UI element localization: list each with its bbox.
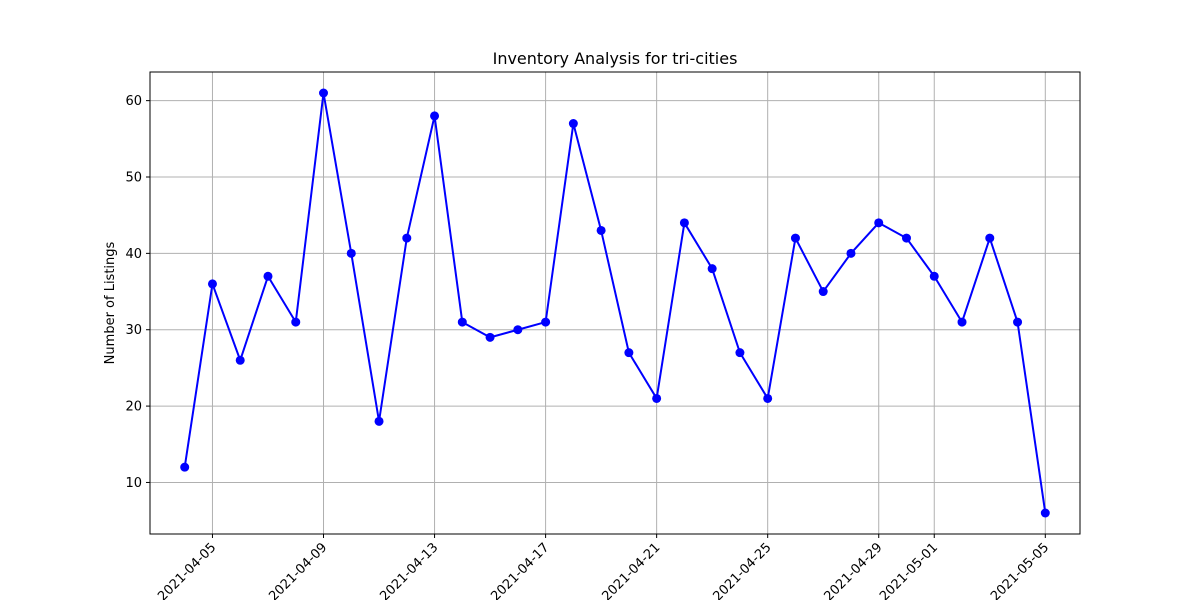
data-point (763, 393, 773, 403)
x-tick-label: 2021-04-17 (488, 540, 552, 600)
data-point (652, 393, 662, 403)
data-line (183, 92, 1047, 514)
x-tick-label: 2021-04-21 (599, 540, 663, 600)
y-tick-label: 60 (125, 94, 142, 109)
data-point (901, 233, 911, 243)
y-tick-label: 20 (125, 400, 142, 415)
x-tick-label: 2021-04-09 (266, 540, 330, 600)
data-point (402, 233, 412, 243)
chart-title: Inventory Analysis for tri-cities (493, 49, 738, 68)
grid (150, 72, 1080, 534)
y-tick-label: 30 (125, 323, 142, 338)
x-tick-label: 2021-04-29 (822, 540, 886, 600)
y-tick-label: 50 (125, 171, 142, 186)
data-point (707, 264, 717, 274)
data-point (374, 416, 384, 426)
data-point (957, 317, 967, 327)
x-tick-label: 2021-05-01 (877, 540, 941, 600)
data-point (735, 348, 745, 358)
data-point (430, 111, 440, 121)
data-point (319, 88, 329, 98)
data-point (596, 225, 606, 235)
y-axis-label: Number of Listings (103, 241, 118, 364)
data-point (846, 248, 856, 258)
data-point (457, 317, 467, 327)
data-point (679, 218, 689, 228)
data-point (513, 325, 523, 335)
data-point (235, 355, 245, 365)
data-point (985, 233, 995, 243)
data-point (1040, 508, 1050, 518)
data-point (263, 271, 273, 281)
y-tick-label: 40 (125, 247, 142, 262)
data-point (485, 332, 495, 342)
plot-area (149, 71, 1081, 535)
x-tick-label: 2021-04-05 (155, 540, 219, 600)
axis-ticks: 2021-04-05 2021-04-09 2021-04-13 2021-04-17… (125, 94, 1052, 600)
data-point (790, 233, 800, 243)
data-point (929, 271, 939, 281)
x-tick-label: 2021-05-05 (988, 540, 1052, 600)
data-point (541, 317, 551, 327)
y-tick-label: 10 (125, 476, 142, 491)
data-point (624, 348, 634, 358)
data-point (1013, 317, 1023, 327)
data-point (346, 248, 356, 258)
data-point (207, 279, 217, 289)
data-point (874, 218, 884, 228)
data-point (568, 119, 578, 129)
data-point (180, 462, 190, 472)
data-point (818, 287, 828, 297)
data-point (291, 317, 301, 327)
x-tick-label: 2021-04-25 (710, 540, 774, 600)
x-tick-label: 2021-04-13 (377, 540, 441, 600)
series-line (180, 88, 1050, 518)
